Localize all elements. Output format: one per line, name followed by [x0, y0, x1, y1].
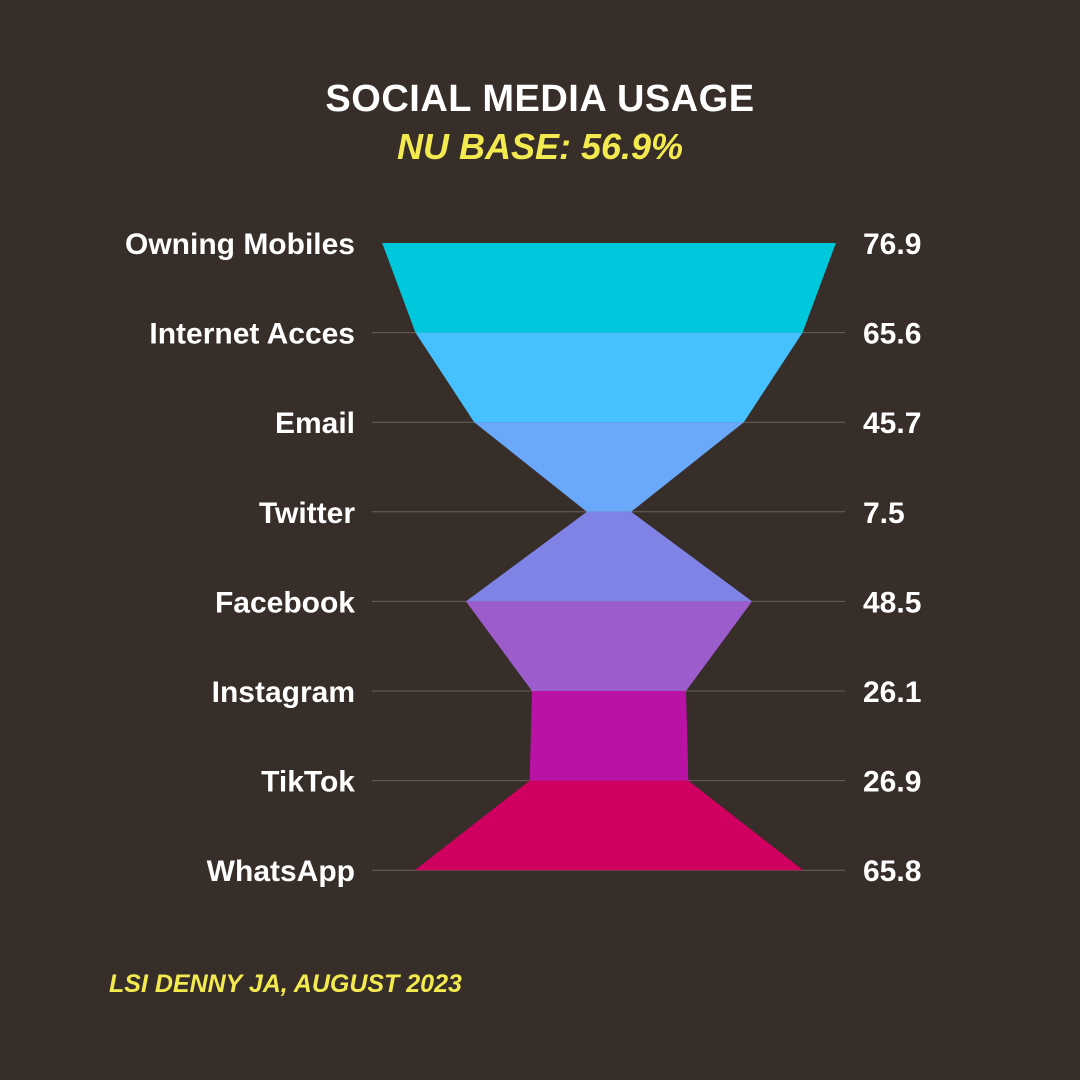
- value-labels: 76.9 65.6 45.7 7.5 48.5 26.1 26.9 65.8: [863, 228, 921, 888]
- funnel-segment-0: [382, 243, 836, 333]
- funnel-segment-3: [465, 511, 753, 602]
- category-label: Email: [275, 407, 355, 440]
- category-label: Instagram: [212, 676, 355, 709]
- value-label: 26.9: [863, 766, 921, 799]
- value-label: 65.6: [863, 318, 921, 351]
- category-label: Twitter: [259, 497, 355, 530]
- category-label: TikTok: [261, 766, 355, 799]
- category-label: WhatsApp: [207, 855, 355, 888]
- category-label: Facebook: [215, 586, 355, 619]
- funnel-segment-2: [474, 422, 744, 512]
- chart-subtitle: NU BASE: 56.9%: [396, 126, 684, 167]
- source-credit: LSI DENNY JA, AUGUST 2023: [109, 970, 462, 998]
- value-label: 76.9: [863, 228, 921, 261]
- funnel-segment-1: [415, 332, 803, 423]
- value-label: 7.5: [863, 497, 905, 530]
- category-labels: Owning Mobiles Internet Acces Email Twitter…: [125, 228, 355, 888]
- funnel-segments: [382, 243, 836, 871]
- funnel-segment-5: [529, 691, 689, 781]
- value-label: 45.7: [863, 407, 921, 440]
- chart-title: SOCIAL MEDIA USAGE: [325, 78, 755, 120]
- category-label: Owning Mobiles: [125, 228, 355, 261]
- value-label: 26.1: [863, 676, 921, 709]
- funnel-segment-6: [414, 780, 804, 871]
- funnel-segment-4: [465, 601, 753, 691]
- category-label: Internet Acces: [149, 318, 355, 351]
- value-label: 48.5: [863, 586, 921, 619]
- value-label: 65.8: [863, 855, 921, 888]
